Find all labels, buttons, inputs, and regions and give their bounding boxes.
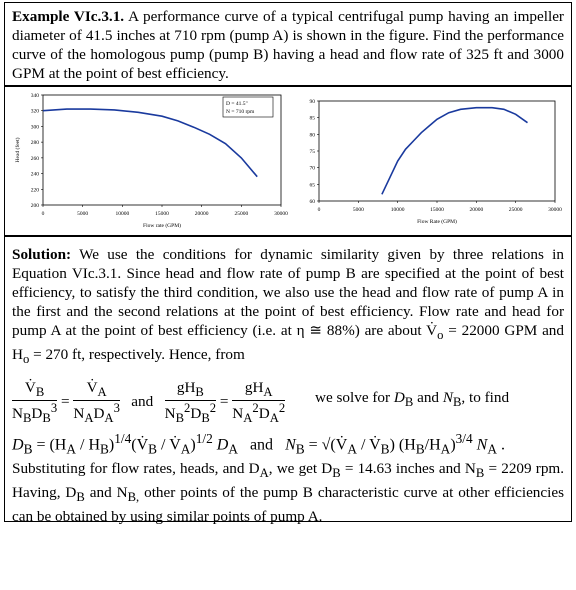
x-tick-label: 10000	[391, 207, 405, 213]
solution-label: Solution:	[12, 246, 72, 263]
x-tick-label: 25000	[234, 211, 248, 217]
y-tick-label: 320	[31, 109, 40, 115]
example-text: A performance curve of a typical centrif…	[12, 8, 564, 82]
eta-text: η ≅ 88%) are about	[296, 322, 422, 339]
x-tick-label: 5000	[353, 207, 364, 213]
y-tick-label: 85	[310, 116, 316, 122]
y-tick-label: 60	[310, 199, 316, 205]
y-tick-label: 240	[31, 172, 40, 178]
x-tick-label: 30000	[548, 207, 562, 213]
to-find-text: , to find	[461, 389, 510, 406]
series-line	[381, 106, 528, 195]
efficiency-chart: 60 65 70 75 80 85 90 0 5000 10000 15000 20000 25000 3…	[310, 99, 563, 225]
x-tick-label: 10000	[115, 211, 129, 217]
x-tick-label: 25000	[509, 207, 523, 213]
closing-paragraph: Substituting for flow rates, heads, and …	[12, 460, 565, 526]
x-tick-label: 15000	[430, 207, 444, 213]
and-word: and	[131, 393, 154, 411]
x-tick-label: 0	[42, 211, 45, 217]
closing-text-2: , we get D	[268, 460, 333, 477]
y-tick-label: 280	[31, 140, 40, 146]
head-chart: 200 220 240 260 280 300 320 340 0 5000 10000 15000 2…	[14, 93, 288, 229]
charts-box: 200 220 240 260 280 300 320 340 0 5000 10000 15000 2…	[4, 86, 572, 236]
x-tick-label: 20000	[195, 211, 209, 217]
plot-frame	[318, 100, 556, 202]
x-axis-label: Flow rate (GPM)	[143, 222, 181, 229]
and-word-2: and	[417, 389, 440, 406]
flow-text: = 22000 GPM and	[448, 322, 564, 339]
legend-entry: D = 41.5"	[226, 101, 248, 107]
similarity-relations: V̇B NBDB3 = V̇A NADA3 and gHB NB2DB2 = g…	[12, 379, 510, 426]
legend-entry: N = 710 rpm	[226, 109, 255, 115]
x-axis-label: Flow Rate (GPM)	[417, 218, 457, 225]
closing-text-4: = 2209 rpm. Having, D	[12, 460, 565, 502]
legend-box	[222, 96, 274, 118]
y-tick-label: 300	[31, 124, 40, 130]
solution-paragraph: Solution: We use the conditions for dyna…	[12, 246, 564, 367]
y-tick-label: 70	[310, 166, 316, 172]
x-tick-label: 30000	[274, 211, 288, 217]
closing-text-3: = 14.63 inches and N	[344, 460, 476, 477]
head-text: = 270 ft, respectively. Hence, from	[33, 346, 245, 364]
closing-text-5: and N	[89, 484, 128, 502]
solution-text: We use the conditions for dynamic simila…	[12, 246, 564, 339]
y-tick-label: 80	[310, 132, 316, 138]
y-tick-label: 340	[31, 93, 40, 99]
y-tick-label: 200	[31, 203, 40, 209]
y-axis-label: Head (feet)	[14, 137, 21, 162]
x-tick-label: 5000	[77, 211, 88, 217]
x-tick-label: 15000	[155, 211, 169, 217]
y-tick-label: 220	[31, 187, 40, 193]
solution-box: Solution: We use the conditions for dyna…	[4, 236, 572, 525]
solve-text: we solve for	[315, 389, 391, 406]
example-box: Example VIc.3.1. A performance curve of …	[4, 2, 572, 86]
y-tick-label: 90	[310, 99, 316, 105]
y-tick-label: 65	[310, 182, 316, 188]
series-line	[42, 108, 258, 178]
example-paragraph: Example VIc.3.1. A performance curve of …	[12, 7, 564, 83]
y-tick-label: 260	[31, 156, 40, 162]
x-tick-label: 20000	[469, 207, 483, 213]
result-equations: DB = (HA / HB)1/4(V̇B / V̇A)1/2 DA and N…	[12, 431, 505, 457]
x-tick-label: 0	[318, 207, 321, 213]
closing-text-1: Substituting for flow rates, heads, and …	[12, 460, 260, 477]
closing-text-6: other points of the pump B characteristi…	[12, 484, 565, 526]
y-tick-label: 75	[310, 149, 316, 155]
example-label: Example VIc.3.1.	[12, 8, 125, 25]
